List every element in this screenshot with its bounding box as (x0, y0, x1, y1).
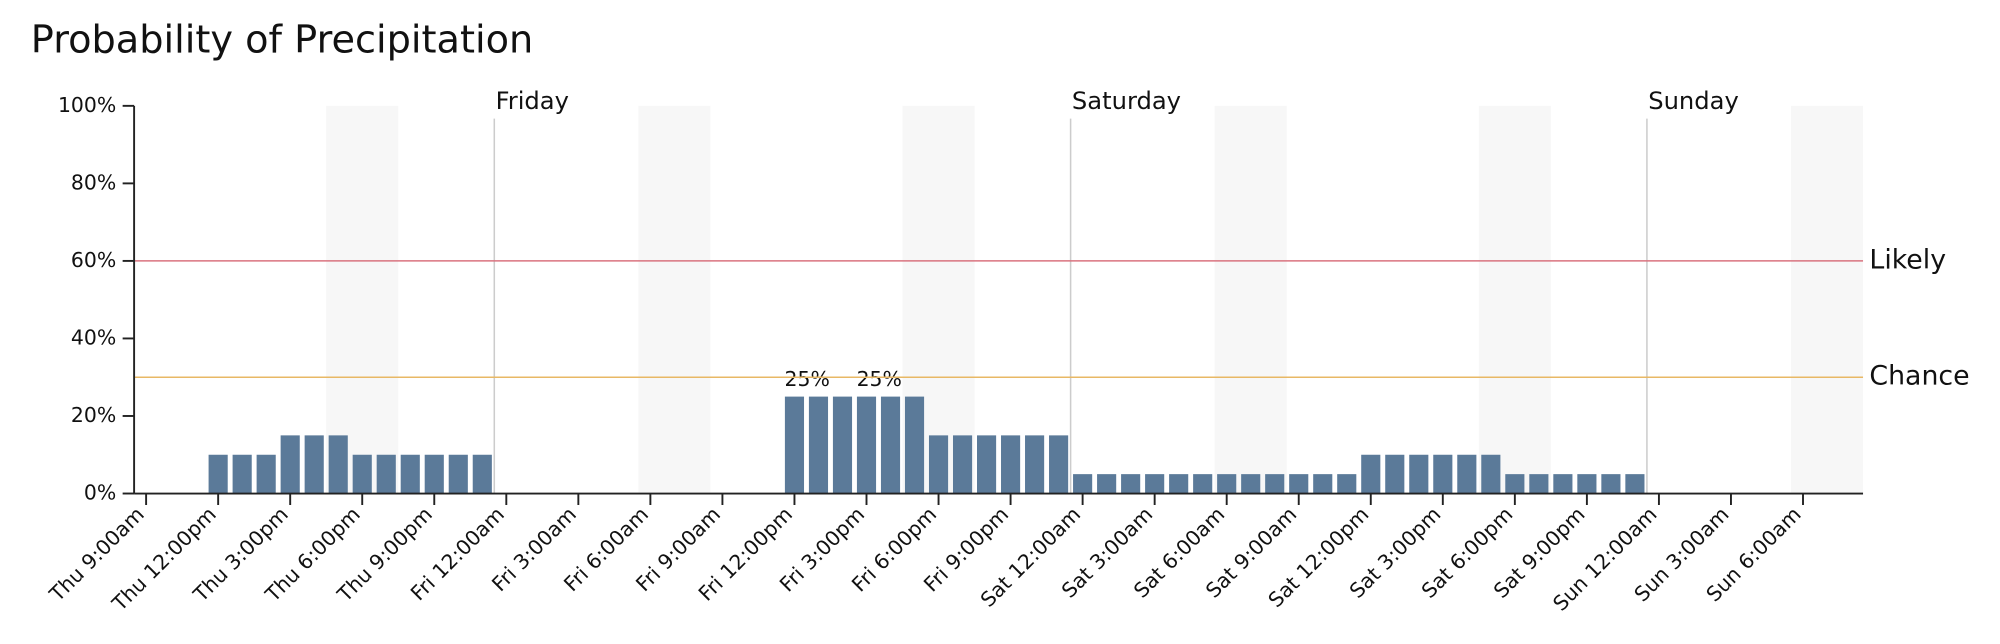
bar (1073, 474, 1093, 494)
bar (1433, 454, 1453, 494)
threshold-label: Likely (1869, 244, 1946, 275)
bar (1313, 474, 1333, 494)
night-band (1214, 105, 1287, 494)
bar (808, 396, 829, 494)
night-band (1478, 105, 1551, 494)
y-tick-label: 60% (71, 248, 116, 272)
bar (904, 396, 925, 494)
bar (1265, 474, 1285, 494)
bar (472, 454, 492, 494)
day-label: Sunday (1648, 87, 1739, 115)
threshold-label: Chance (1869, 361, 1969, 392)
bar (1049, 435, 1069, 494)
y-tick-label: 40% (71, 325, 116, 349)
bar (952, 435, 973, 494)
bar (1505, 474, 1525, 494)
bar (448, 454, 468, 494)
bar (1625, 474, 1645, 494)
bar (1361, 454, 1381, 494)
bar (352, 454, 372, 494)
y-tick-label: 80% (71, 170, 116, 194)
bar (1289, 474, 1309, 494)
y-tick-label: 20% (71, 403, 116, 427)
bar (1529, 474, 1549, 494)
bar (1385, 454, 1405, 494)
bar (832, 396, 853, 494)
bar (1337, 474, 1357, 494)
bar (1169, 474, 1189, 494)
chart-title: Probability of Precipitation (31, 18, 533, 63)
bar (928, 435, 949, 494)
night-band (326, 105, 399, 494)
night-band (638, 105, 711, 494)
bar (1193, 474, 1213, 494)
bar (232, 454, 252, 494)
bar (1217, 474, 1237, 494)
bar (784, 396, 805, 494)
bar (304, 435, 324, 494)
bar (424, 454, 444, 494)
bar (880, 396, 901, 494)
y-tick-label: 100% (58, 93, 116, 117)
night-band (1790, 105, 1864, 494)
bar (328, 435, 348, 494)
bar (977, 435, 997, 494)
bar (256, 454, 276, 494)
day-label: Friday (496, 87, 569, 115)
bar (1001, 435, 1021, 494)
bar (1121, 474, 1141, 494)
bar (208, 454, 228, 494)
day-label: Saturday (1072, 87, 1181, 115)
bar (1145, 474, 1165, 494)
bar (1457, 454, 1477, 494)
bar (1601, 474, 1621, 494)
bar (1553, 474, 1573, 494)
bar (1577, 474, 1597, 494)
bar (1025, 435, 1045, 494)
bar (376, 454, 396, 494)
bar (280, 435, 300, 494)
bar (1097, 474, 1117, 494)
bar (856, 396, 877, 494)
y-tick-label: 0% (84, 481, 116, 505)
bar (1241, 474, 1261, 494)
value-label: 25% (785, 367, 830, 391)
value-label: 25% (857, 367, 902, 391)
bar (1409, 454, 1429, 494)
bar (1481, 454, 1501, 494)
bar (400, 454, 420, 494)
